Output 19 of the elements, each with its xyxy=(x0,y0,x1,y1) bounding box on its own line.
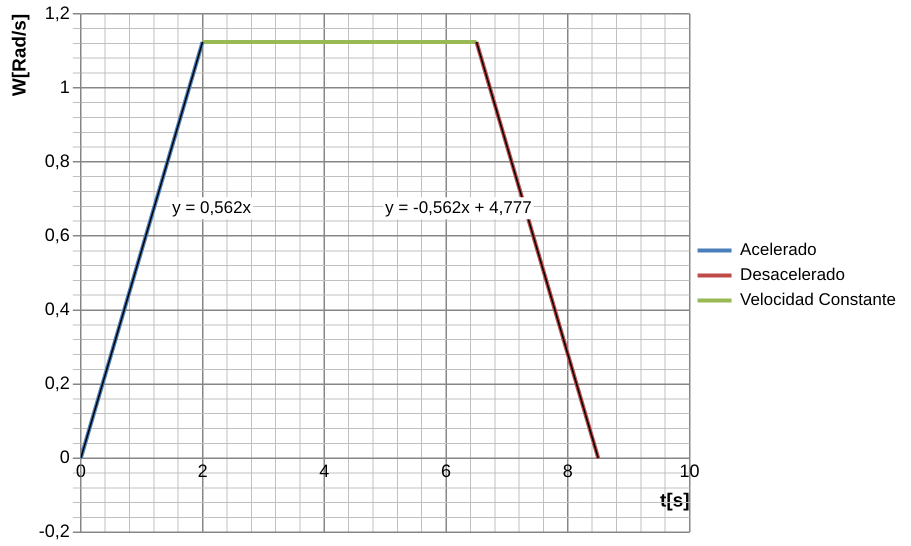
annotation: y = -0,562x + 4,777 xyxy=(385,198,532,217)
x-tick-label: 6 xyxy=(441,460,452,481)
y-tick-label: 0,2 xyxy=(44,373,70,394)
x-tick-label: 4 xyxy=(319,460,330,481)
y-tick-label: 0 xyxy=(60,447,70,468)
x-tick-label: 10 xyxy=(680,460,700,481)
y-tick-label: 0,6 xyxy=(44,224,70,245)
y-tick-label: 1 xyxy=(60,76,70,97)
y-tick-label: 1,2 xyxy=(44,2,70,23)
y-tick-label: -0,2 xyxy=(38,521,70,542)
legend-label: Desacelerado xyxy=(740,265,845,284)
legend-label: Acelerado xyxy=(740,240,817,260)
x-tick-label: 2 xyxy=(198,460,208,481)
legend-label: Velocidad Constante xyxy=(740,290,896,310)
annotation: y = 0,562x xyxy=(172,198,252,217)
y-tick-label: 0,4 xyxy=(44,298,70,319)
y-tick-label: 0,8 xyxy=(44,150,70,171)
y-axis-title: W[Rad/s] xyxy=(10,14,31,96)
x-tick-label: 8 xyxy=(562,460,573,481)
